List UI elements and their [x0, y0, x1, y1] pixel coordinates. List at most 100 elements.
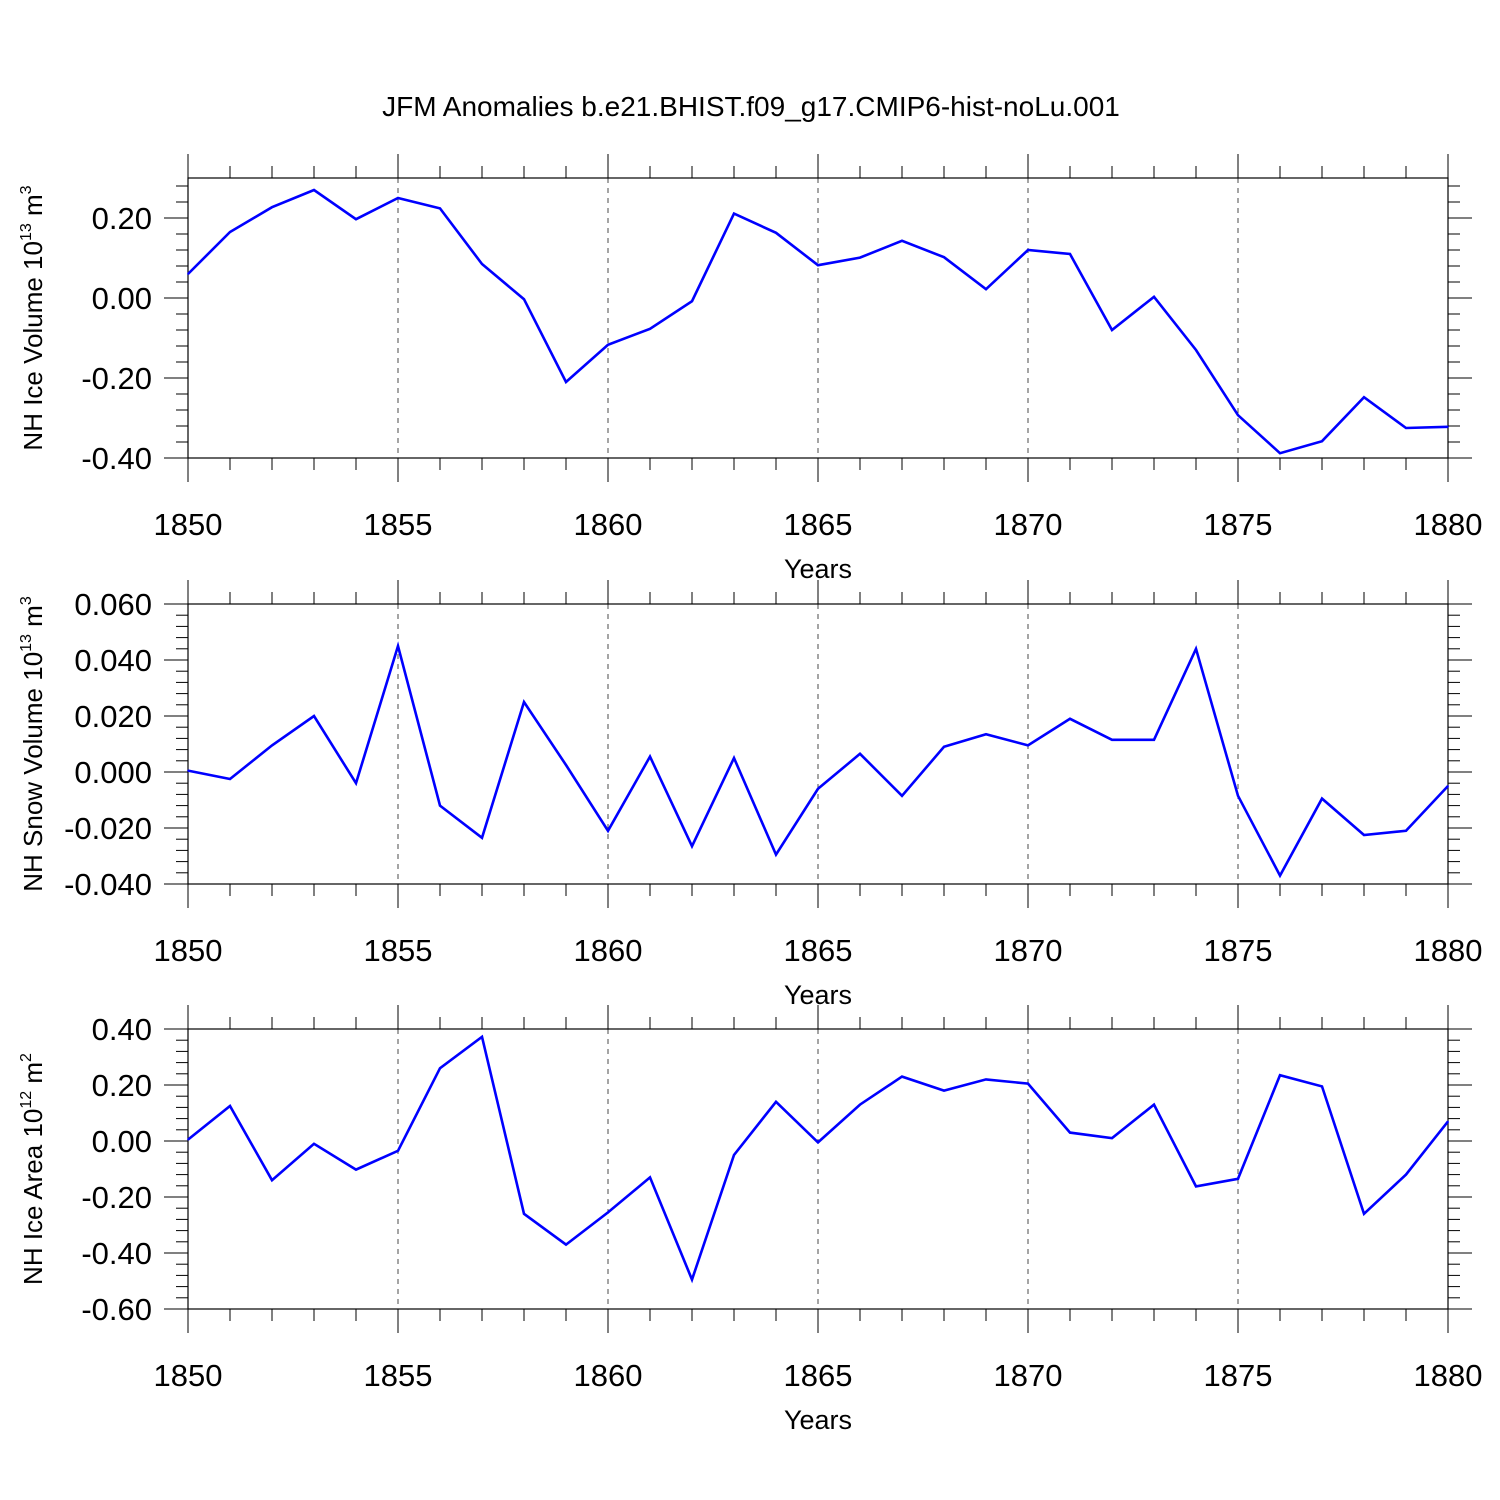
data-point: [565, 764, 567, 766]
x-tick-label: 1875: [1204, 507, 1273, 542]
data-point: [817, 1141, 819, 1144]
y-axis-title: NH Snow Volume 1013 m3: [18, 596, 48, 892]
data-point: [229, 231, 231, 233]
y-tick-label: 0.00: [92, 1124, 152, 1159]
data-point: [607, 830, 609, 832]
data-point: [187, 769, 189, 772]
y-tick-label: 0.000: [74, 755, 152, 790]
data-point: [901, 1075, 903, 1078]
data-point: [901, 795, 903, 797]
y-tick-label: 0.40: [92, 1012, 152, 1047]
data-point: [1447, 426, 1449, 428]
data-point: [355, 218, 357, 220]
series-line: [187, 641, 1449, 879]
data-point: [985, 733, 987, 735]
data-point: [439, 1067, 441, 1069]
data-point: [439, 804, 441, 807]
data-point: [1363, 834, 1365, 836]
data-point: [943, 256, 945, 259]
data-point: [271, 744, 273, 747]
x-tick-label: 1875: [1204, 933, 1273, 968]
data-point: [397, 1150, 399, 1152]
data-point: [229, 778, 231, 780]
y-tick-label: -0.020: [64, 811, 152, 846]
x-tick-label: 1880: [1414, 933, 1483, 968]
x-tick-label: 1875: [1204, 1358, 1273, 1393]
data-point: [1111, 1137, 1113, 1139]
x-tick-label: 1850: [154, 507, 223, 542]
x-axis-title: Years: [784, 1405, 852, 1435]
data-point: [1195, 1185, 1197, 1188]
x-axis-title: Years: [784, 554, 852, 584]
data-point: [355, 1168, 357, 1171]
data-point: [733, 212, 735, 215]
data-point: [1153, 296, 1155, 298]
data-point: [817, 788, 819, 790]
x-tick-label: 1850: [154, 1358, 223, 1393]
data-point: [859, 753, 861, 755]
data-point: [1447, 1120, 1449, 1123]
data-point: [1153, 1103, 1155, 1106]
data-point: [859, 1103, 861, 1106]
x-tick-label: 1880: [1414, 507, 1483, 542]
y-axis-title: NH Ice Area 1012 m2: [18, 1053, 48, 1285]
data-point: [775, 1101, 777, 1103]
data-point: [1405, 427, 1407, 429]
x-tick-label: 1865: [784, 507, 853, 542]
data-point: [523, 298, 525, 301]
y-tick-label: 0.040: [74, 643, 152, 678]
data-point: [313, 715, 315, 717]
data-point: [1195, 648, 1197, 650]
data-point: [187, 1138, 189, 1141]
data-point: [1237, 1178, 1239, 1180]
data-point: [1195, 349, 1197, 351]
data-point: [271, 206, 273, 208]
x-tick-label: 1870: [994, 507, 1063, 542]
data-point: [817, 264, 819, 267]
data-point: [565, 381, 567, 383]
data-point: [943, 1089, 945, 1092]
data-point: [1237, 795, 1239, 797]
data-point: [985, 1078, 987, 1081]
y-tick-label: 0.20: [92, 201, 152, 236]
data-point: [1027, 1082, 1029, 1085]
x-tick-label: 1850: [154, 933, 223, 968]
data-point: [229, 1105, 231, 1107]
data-point: [1111, 329, 1113, 331]
data-point: [733, 1154, 735, 1156]
data-point: [691, 845, 693, 847]
x-tick-label: 1860: [574, 507, 643, 542]
data-point: [1363, 396, 1365, 399]
data-point: [271, 1179, 273, 1181]
x-tick-label: 1865: [784, 1358, 853, 1393]
x-tick-label: 1860: [574, 933, 643, 968]
plot-frame: [187, 177, 1449, 459]
data-point: [481, 837, 483, 839]
data-point: [985, 288, 987, 291]
x-tick-label: 1855: [364, 933, 433, 968]
data-point: [523, 701, 525, 703]
x-tick-label: 1860: [574, 1358, 643, 1393]
x-tick-label: 1870: [994, 933, 1063, 968]
data-point: [1027, 249, 1029, 251]
y-tick-label: 0.020: [74, 699, 152, 734]
data-point: [1069, 253, 1071, 255]
data-point: [313, 1143, 315, 1145]
data-point: [607, 344, 609, 346]
data-point: [1447, 785, 1449, 787]
y-tick-label: 0.20: [92, 1068, 152, 1103]
data-point: [649, 1176, 651, 1179]
y-tick-label: -0.60: [81, 1292, 152, 1327]
data-point: [397, 197, 399, 199]
data-point: [691, 1278, 693, 1281]
data-point: [1111, 739, 1113, 741]
data-point: [1405, 1173, 1407, 1176]
y-tick-label: -0.40: [81, 1236, 152, 1271]
data-point: [565, 1243, 567, 1246]
data-point: [859, 256, 861, 259]
data-point: [1237, 414, 1239, 417]
data-point: [313, 189, 315, 191]
x-tick-label: 1855: [364, 1358, 433, 1393]
